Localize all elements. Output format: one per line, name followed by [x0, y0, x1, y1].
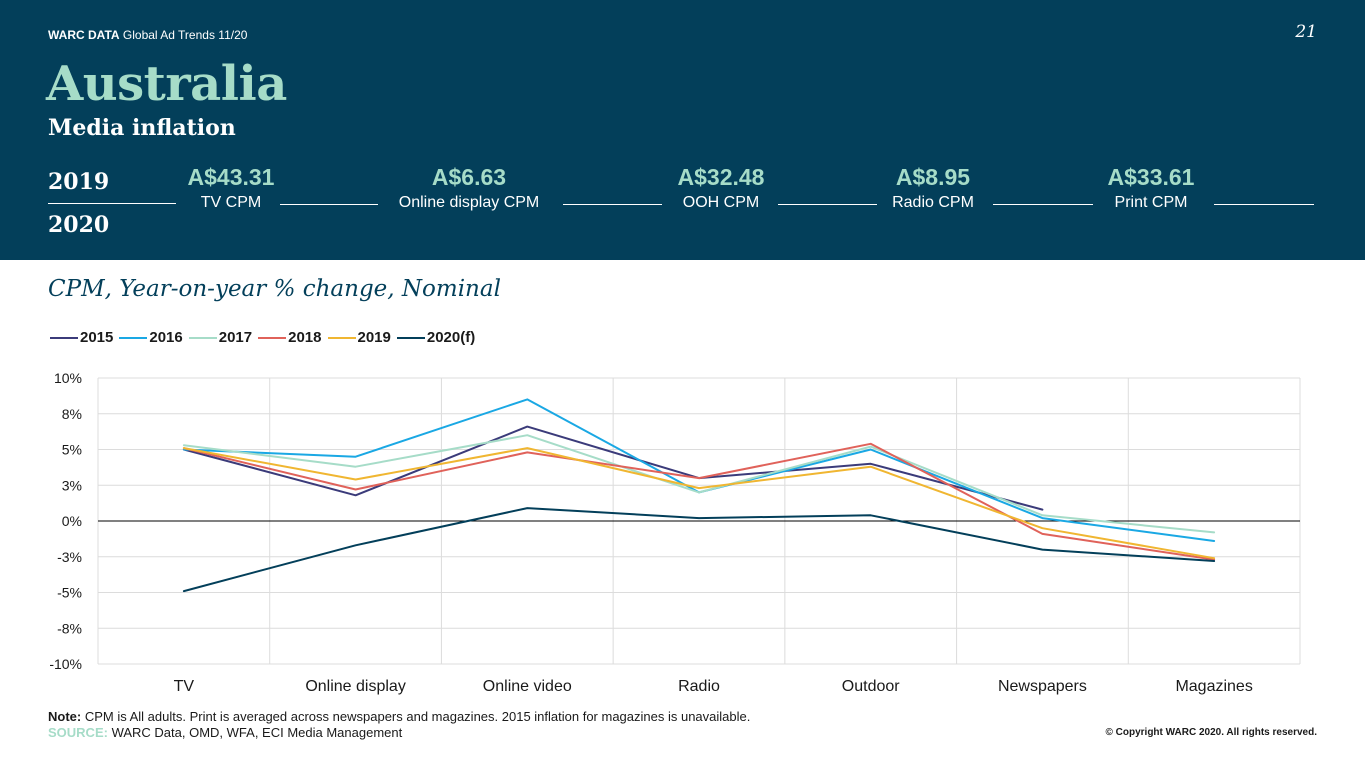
chart-title: CPM, Year-on-year % change, Nominal: [48, 276, 501, 302]
source-line: SOURCE: WARC Data, OMD, WFA, ECI Media M…: [48, 725, 402, 740]
legend-swatch: [258, 337, 287, 340]
legend-swatch: [119, 337, 148, 340]
kpi-divider: [993, 204, 1093, 205]
year-divider: [48, 203, 176, 204]
y-tick-label: 10%: [54, 370, 82, 386]
legend-item: 2015: [50, 329, 113, 346]
year-label-2020: 2020: [48, 212, 110, 238]
series-line-2016: [182, 398, 1216, 542]
header-banner: WARC DATA Global Ad Trends 11/20 21 Aust…: [0, 0, 1365, 260]
y-tick-label: 8%: [62, 406, 82, 422]
kpi-label: TV CPM: [200, 194, 262, 211]
x-tick-label: TV: [174, 678, 195, 695]
page-title: Australia: [46, 56, 287, 112]
series-line-2015: [182, 425, 1044, 511]
kpi-tv: A$43.31 TV CPM: [131, 164, 331, 212]
kpi-value: A$33.61: [1107, 164, 1195, 190]
brand-name: WARC DATA: [48, 28, 120, 42]
kpi-label: OOH CPM: [682, 194, 760, 211]
y-tick-label: 3%: [62, 477, 82, 493]
kpi-divider: [778, 204, 877, 205]
line-chart: 10% 8% 5% 3% 0% -3% -5% -8% -10% TV Online display…: [49, 370, 1301, 695]
kpi-label: Print CPM: [1114, 194, 1188, 211]
x-tick-label: Online video: [483, 678, 572, 695]
y-tick-label: -3%: [57, 549, 82, 565]
legend-label: 2016: [149, 329, 183, 346]
y-tick-label: 5%: [62, 442, 82, 458]
year-label-2019: 2019: [48, 169, 110, 195]
page-number: 21: [1295, 22, 1317, 42]
legend-swatch: [327, 337, 356, 340]
kpi-label: Radio CPM: [892, 194, 974, 211]
legend-label: 2015: [80, 329, 114, 346]
copyright: © Copyright WARC 2020. All rights reserv…: [1105, 727, 1318, 738]
page-subtitle: Media inflation: [48, 115, 236, 141]
note-text: CPM is All adults. Print is averaged acr…: [81, 709, 751, 724]
kpi-value: A$8.95: [895, 164, 971, 190]
legend-swatch: [396, 337, 425, 340]
legend-item: 2018: [258, 329, 322, 346]
x-tick-label: Radio: [678, 678, 720, 695]
kpi-ooh: A$32.48 OOH CPM: [621, 164, 821, 212]
legend-swatch: [50, 337, 78, 340]
source-label: SOURCE:: [48, 725, 108, 740]
series-line-2020f: [182, 507, 1216, 593]
x-tick-label: Outdoor: [842, 678, 900, 695]
chart-legend: 2015 2016 2017 2018 2019 2020(f): [50, 329, 481, 349]
series-line-2018: [182, 442, 1216, 561]
kpi-value: A$6.63: [431, 164, 507, 190]
kpi-label: Online display CPM: [398, 194, 540, 211]
report-name: Global Ad Trends 11/20: [122, 28, 248, 42]
y-tick-label: -8%: [57, 620, 82, 636]
legend-label: 2018: [288, 329, 322, 346]
legend-label: 2017: [218, 329, 253, 346]
x-tick-label: Newspapers: [998, 678, 1087, 695]
legend-item: 2020(f): [396, 329, 476, 346]
note-label: Note:: [48, 709, 82, 724]
legend-item: 2017: [188, 329, 253, 346]
kpi-value: A$43.31: [187, 164, 275, 190]
y-tick-label: 0%: [62, 513, 82, 529]
kpi-divider: [280, 204, 378, 205]
kpi-value: A$32.48: [677, 164, 765, 190]
y-tick-label: -10%: [49, 656, 82, 672]
kpi-radio: A$8.95 Radio CPM: [833, 164, 1033, 212]
legend-label: 2019: [357, 329, 391, 346]
x-tick-label: Magazines: [1175, 678, 1252, 695]
kpi-divider: [1214, 204, 1314, 205]
series-line-2017: [182, 434, 1216, 534]
legend-swatch: [188, 337, 217, 340]
footnote: Note: CPM is All adults. Print is averag…: [48, 709, 750, 724]
source-text: WARC Data, OMD, WFA, ECI Media Managemen…: [107, 725, 403, 740]
kpi-divider: [563, 204, 662, 205]
x-tick-label: Online display: [305, 678, 406, 695]
kpi-print: A$33.61 Print CPM: [1051, 164, 1251, 212]
report-brand: WARC DATA Global Ad Trends 11/20: [48, 28, 247, 42]
legend-item: 2016: [119, 329, 183, 346]
kpi-online-display: A$6.63 Online display CPM: [369, 164, 569, 212]
legend-item: 2019: [327, 329, 391, 346]
y-tick-label: -5%: [57, 585, 82, 601]
series-line-2019: [182, 447, 1216, 560]
legend-label: 2020(f): [426, 329, 476, 346]
